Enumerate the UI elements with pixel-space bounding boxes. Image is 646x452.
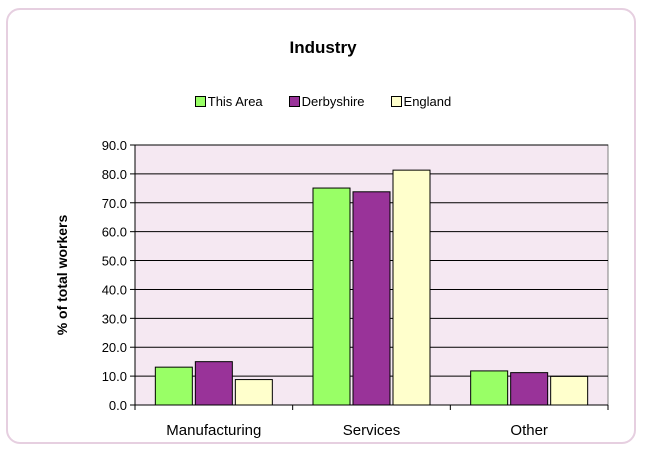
x-tick-label: Services <box>343 422 401 439</box>
bar <box>234 379 273 406</box>
y-tick-label: 90.0 <box>102 138 127 153</box>
legend-item: England <box>390 92 452 110</box>
bar <box>392 169 431 406</box>
bar <box>550 375 589 406</box>
x-tick-label: Other <box>510 422 548 439</box>
bar <box>510 372 549 406</box>
legend-item: This Area <box>194 92 263 110</box>
chart-legend: This Area Derbyshire England <box>0 92 646 110</box>
legend-label: Derbyshire <box>301 93 365 109</box>
bar <box>352 191 391 406</box>
bar <box>312 187 351 406</box>
legend-item: Derbyshire <box>288 92 365 110</box>
y-tick-label: 60.0 <box>102 225 127 240</box>
y-axis-title: % of total workers <box>54 215 70 336</box>
legend-swatch <box>288 95 300 107</box>
y-tick-label: 80.0 <box>102 167 127 182</box>
legend-swatch <box>390 95 402 107</box>
legend-label: England <box>403 93 452 109</box>
y-tick-label: 50.0 <box>102 254 127 269</box>
legend-swatch <box>194 95 206 107</box>
bar <box>194 361 233 406</box>
legend-label: This Area <box>207 93 263 109</box>
chart-title: Industry <box>289 38 357 57</box>
bar <box>154 366 193 406</box>
y-tick-label: 30.0 <box>102 311 127 326</box>
y-tick-label: 70.0 <box>102 196 127 211</box>
y-tick-label: 10.0 <box>102 369 127 384</box>
y-tick-label: 20.0 <box>102 340 127 355</box>
y-tick-label: 40.0 <box>102 282 127 297</box>
y-tick-label: 0.0 <box>109 398 127 413</box>
x-tick-label: Manufacturing <box>166 422 261 439</box>
bar <box>470 370 509 406</box>
